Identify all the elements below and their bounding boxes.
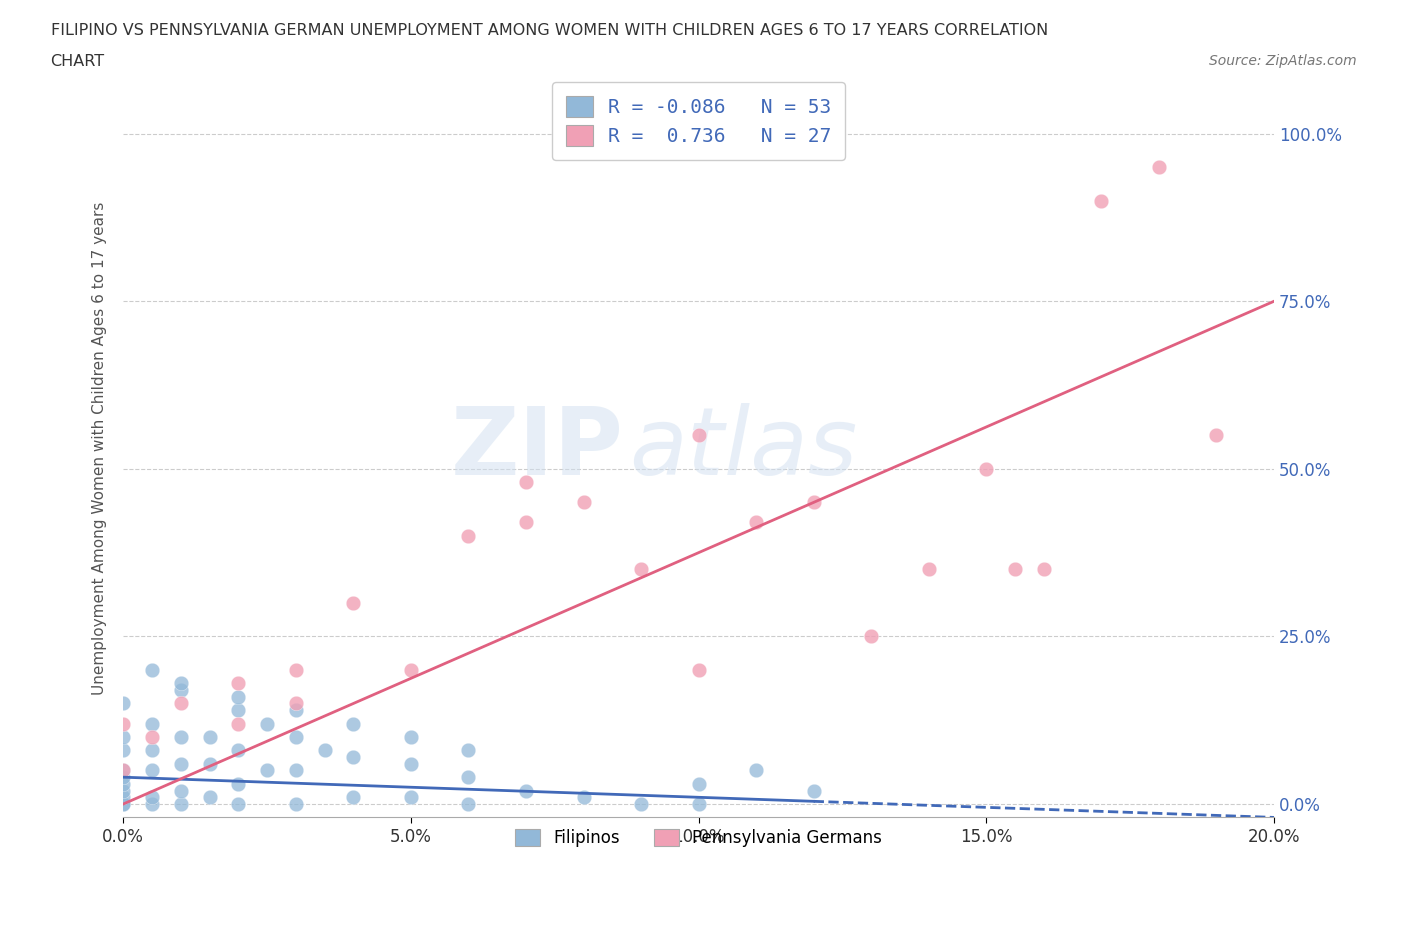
Point: [228, 797, 250, 812]
Point: [688, 428, 710, 443]
Point: [228, 716, 250, 731]
Point: [112, 777, 135, 791]
Point: [112, 770, 135, 785]
Point: [170, 797, 193, 812]
Y-axis label: Unemployment Among Women with Children Ages 6 to 17 years: Unemployment Among Women with Children A…: [93, 202, 107, 696]
Point: [198, 756, 221, 771]
Point: [170, 696, 193, 711]
Point: [457, 743, 479, 758]
Point: [141, 763, 163, 777]
Point: [399, 790, 422, 804]
Point: [745, 515, 768, 530]
Point: [141, 743, 163, 758]
Point: [228, 676, 250, 691]
Point: [630, 797, 652, 812]
Point: [745, 763, 768, 777]
Point: [256, 763, 278, 777]
Point: [256, 716, 278, 731]
Point: [141, 797, 163, 812]
Point: [399, 729, 422, 744]
Point: [342, 790, 364, 804]
Point: [228, 703, 250, 718]
Point: [572, 495, 595, 510]
Point: [342, 716, 364, 731]
Point: [170, 676, 193, 691]
Point: [1004, 562, 1026, 577]
Point: [342, 750, 364, 764]
Text: CHART: CHART: [51, 54, 104, 69]
Point: [170, 756, 193, 771]
Point: [457, 528, 479, 543]
Point: [141, 729, 163, 744]
Point: [170, 729, 193, 744]
Text: ZIP: ZIP: [451, 403, 624, 495]
Point: [112, 729, 135, 744]
Point: [284, 763, 307, 777]
Point: [112, 783, 135, 798]
Point: [1032, 562, 1054, 577]
Point: [572, 790, 595, 804]
Point: [342, 595, 364, 610]
Point: [228, 743, 250, 758]
Point: [170, 783, 193, 798]
Point: [198, 729, 221, 744]
Text: Source: ZipAtlas.com: Source: ZipAtlas.com: [1209, 54, 1357, 68]
Point: [515, 783, 537, 798]
Point: [515, 515, 537, 530]
Point: [141, 790, 163, 804]
Point: [314, 743, 336, 758]
Point: [284, 729, 307, 744]
Legend: Filipinos, Pennsylvania Germans: Filipinos, Pennsylvania Germans: [502, 816, 896, 860]
Point: [860, 629, 883, 644]
Point: [112, 797, 135, 812]
Point: [112, 797, 135, 812]
Point: [112, 763, 135, 777]
Point: [399, 662, 422, 677]
Point: [112, 696, 135, 711]
Point: [974, 461, 997, 476]
Point: [1090, 193, 1112, 208]
Point: [228, 777, 250, 791]
Point: [803, 495, 825, 510]
Text: FILIPINO VS PENNSYLVANIA GERMAN UNEMPLOYMENT AMONG WOMEN WITH CHILDREN AGES 6 TO: FILIPINO VS PENNSYLVANIA GERMAN UNEMPLOY…: [51, 23, 1047, 38]
Point: [688, 797, 710, 812]
Point: [228, 689, 250, 704]
Point: [457, 797, 479, 812]
Point: [918, 562, 941, 577]
Point: [112, 763, 135, 777]
Point: [688, 662, 710, 677]
Point: [284, 696, 307, 711]
Point: [141, 716, 163, 731]
Point: [399, 756, 422, 771]
Point: [1147, 160, 1170, 175]
Point: [198, 790, 221, 804]
Point: [170, 683, 193, 698]
Point: [112, 743, 135, 758]
Point: [284, 662, 307, 677]
Point: [284, 797, 307, 812]
Point: [1205, 428, 1227, 443]
Point: [688, 777, 710, 791]
Text: atlas: atlas: [630, 404, 858, 494]
Point: [112, 790, 135, 804]
Point: [630, 562, 652, 577]
Point: [141, 662, 163, 677]
Point: [515, 475, 537, 490]
Point: [457, 770, 479, 785]
Point: [803, 783, 825, 798]
Point: [284, 703, 307, 718]
Point: [112, 716, 135, 731]
